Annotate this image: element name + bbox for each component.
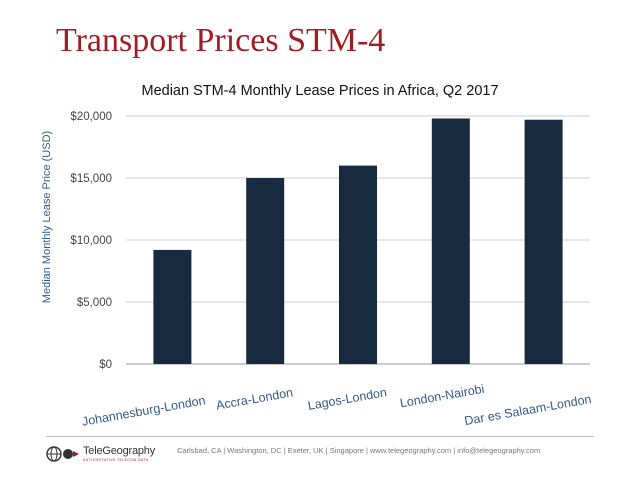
x-tick-label: London-Nairobi (399, 382, 486, 411)
y-tick-label: $5,000 (77, 297, 112, 309)
footer-divider (46, 436, 594, 437)
slide-title: Transport Prices STM-4 (56, 22, 386, 59)
chart-title: Median STM-4 Monthly Lease Prices in Afr… (141, 83, 498, 99)
bar (246, 178, 285, 364)
footer-contact-text: Carlsbad, CA | Washington, DC | Exeter, … (177, 446, 541, 455)
y-tick-label: $20,000 (70, 111, 112, 123)
y-tick-label: $15,000 (70, 173, 112, 185)
telegeography-logo: TeleGeography AUTHORITATIVE TELECOM DATA (46, 441, 176, 467)
bar (339, 165, 377, 364)
bar-chart: Median STM-4 Monthly Lease Prices in Afr… (41, 83, 592, 429)
x-tick-label: Accra-London (215, 385, 294, 412)
x-tick-label: Johannesburg-London (81, 393, 207, 429)
y-tick-label: $0 (99, 359, 112, 371)
logo-tagline: AUTHORITATIVE TELECOM DATA (83, 457, 149, 462)
y-tick-label: $10,000 (70, 235, 112, 247)
x-tick-label: Lagos-London (307, 385, 388, 413)
globe-logo-icon (46, 446, 79, 462)
bar (153, 249, 192, 364)
bar (524, 119, 563, 364)
x-tick-label: Dar es Salaam-London (463, 392, 592, 428)
bar (431, 118, 470, 364)
logo-name: TeleGeography (83, 444, 156, 457)
y-axis-label: Median Monthly Lease Price (USD) (41, 131, 53, 303)
